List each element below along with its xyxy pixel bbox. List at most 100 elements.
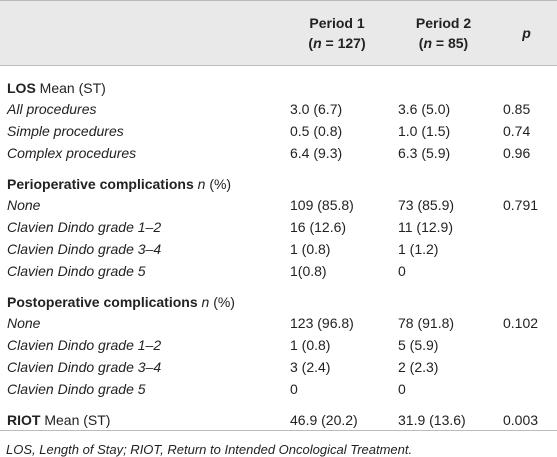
column-header: Period 1 (n = 127) xyxy=(283,0,391,66)
column-sub: = 127) xyxy=(321,35,366,51)
column-sub: n xyxy=(313,35,322,51)
column-sub: ( xyxy=(308,35,314,51)
label: Clavien Dindo grade 3–4 xyxy=(7,241,162,257)
value: 0.74 xyxy=(503,123,531,139)
column-sub: n xyxy=(423,35,433,51)
cell: 1 (1.2) xyxy=(391,238,496,260)
section-unit: Mean (ST) xyxy=(44,412,111,428)
value: 0 xyxy=(290,381,298,397)
section-title: LOS Mean (ST) xyxy=(0,66,283,99)
cell: 3 (2.4) xyxy=(283,356,391,378)
row: None 123 (96.8) 78 (91.8) 0.102 xyxy=(0,312,557,334)
column-title: Period 2 xyxy=(415,15,472,31)
cell xyxy=(496,238,557,260)
header-cell xyxy=(0,0,283,66)
value: 5 (5.9) xyxy=(398,337,439,353)
value: 0.85 xyxy=(503,101,531,117)
value: 0.102 xyxy=(503,315,539,331)
label: Clavien Dindo grade 5 xyxy=(7,263,146,279)
value: 109 (85.8) xyxy=(290,197,354,213)
section-row: Postoperative complications n (%) xyxy=(0,282,557,312)
value: 16 (12.6) xyxy=(290,219,347,235)
column-header: p xyxy=(496,0,557,66)
value: 3 (2.4) xyxy=(290,359,331,375)
cell: 0.102 xyxy=(496,312,557,334)
cell: 123 (96.8) xyxy=(283,312,391,334)
row: Clavien Dindo grade 1–2 16 (12.6) 11 (12.9… xyxy=(0,216,557,238)
value: 6.4 (9.3) xyxy=(290,145,343,161)
cell: 0 xyxy=(391,260,496,282)
section-unit: (%) xyxy=(209,176,232,192)
row: Clavien Dindo grade 3–4 1 (0.8) 1 (1.2) xyxy=(0,238,557,260)
cell: 11 (12.9) xyxy=(391,216,496,238)
row: All procedures 3.0 (6.7) 3.6 (5.0) 0.85 xyxy=(0,98,557,120)
cell: 3.0 (6.7) xyxy=(283,98,391,120)
section-name: RIOT xyxy=(7,412,41,428)
cell xyxy=(283,164,391,194)
label: Simple procedures xyxy=(7,123,124,139)
row: Clavien Dindo grade 5 0 0 xyxy=(0,378,557,400)
cell xyxy=(496,282,557,312)
section-row: LOS Mean (ST) xyxy=(0,66,557,99)
value: 31.9 (13.6) xyxy=(398,412,466,428)
label: Clavien Dindo grade 1–2 xyxy=(7,337,162,353)
value: 0.003 xyxy=(503,412,539,428)
cell xyxy=(496,334,557,356)
value: 0.96 xyxy=(503,145,531,161)
cell: 1(0.8) xyxy=(283,260,391,282)
section-unit: n xyxy=(201,294,210,310)
cell xyxy=(283,282,391,312)
label: Complex procedures xyxy=(7,145,137,161)
column-sub: ( xyxy=(418,35,424,51)
label: Clavien Dindo grade 5 xyxy=(7,381,146,397)
cell: 16 (12.6) xyxy=(283,216,391,238)
label: Clavien Dindo grade 1–2 xyxy=(7,219,162,235)
row: Clavien Dindo grade 5 1(0.8) 0 xyxy=(0,260,557,282)
column-title: Period 1 xyxy=(309,15,365,31)
row: Simple procedures 0.5 (0.8) 1.0 (1.5) 0.74 xyxy=(0,120,557,142)
section-name: Postoperative complications xyxy=(7,294,198,310)
cell: 31.9 (13.6) xyxy=(391,400,496,431)
cell xyxy=(496,66,557,99)
cell xyxy=(496,216,557,238)
label: None xyxy=(7,315,41,331)
cell: 0.003 xyxy=(496,400,557,431)
cell: 5 (5.9) xyxy=(391,334,496,356)
value: 78 (91.8) xyxy=(398,315,455,331)
cell xyxy=(391,66,496,99)
column-title: p xyxy=(522,25,531,41)
section-title: RIOT Mean (ST) xyxy=(0,400,283,431)
cell xyxy=(496,356,557,378)
row-label: Clavien Dindo grade 1–2 xyxy=(0,334,283,356)
cell: 46.9 (20.2) xyxy=(283,400,391,431)
column-header: Period 2 (n = 85) xyxy=(391,0,496,66)
cell: 1 (0.8) xyxy=(283,238,391,260)
row-label: Clavien Dindo grade 5 xyxy=(0,378,283,400)
column-sub: = 85) xyxy=(432,35,469,51)
row-label: None xyxy=(0,312,283,334)
section-unit: Mean (ST) xyxy=(39,80,106,96)
value: 3.6 (5.0) xyxy=(398,101,451,117)
label: All procedures xyxy=(7,101,97,117)
row: Clavien Dindo grade 1–2 1 (0.8) 5 (5.9) xyxy=(0,334,557,356)
value: 6.3 (5.9) xyxy=(398,145,451,161)
row-label: Clavien Dindo grade 3–4 xyxy=(0,238,283,260)
section-title: Postoperative complications n (%) xyxy=(0,282,283,312)
cell xyxy=(496,164,557,194)
cell xyxy=(391,282,496,312)
cell: 3.6 (5.0) xyxy=(391,98,496,120)
section-row: Perioperative complications n (%) xyxy=(0,164,557,194)
section-unit: n xyxy=(197,176,206,192)
value: 3.0 (6.7) xyxy=(290,101,343,117)
value: 73 (85.9) xyxy=(398,197,455,213)
row: Clavien Dindo grade 3–4 3 (2.4) 2 (2.3) xyxy=(0,356,557,378)
cell: 78 (91.8) xyxy=(391,312,496,334)
section-name: Perioperative complications xyxy=(7,176,194,192)
row-label: Clavien Dindo grade 1–2 xyxy=(0,216,283,238)
cell xyxy=(496,378,557,400)
section-name: LOS xyxy=(7,80,36,96)
value: 1 (0.8) xyxy=(290,337,331,353)
cell: 0.74 xyxy=(496,120,557,142)
cell xyxy=(391,164,496,194)
